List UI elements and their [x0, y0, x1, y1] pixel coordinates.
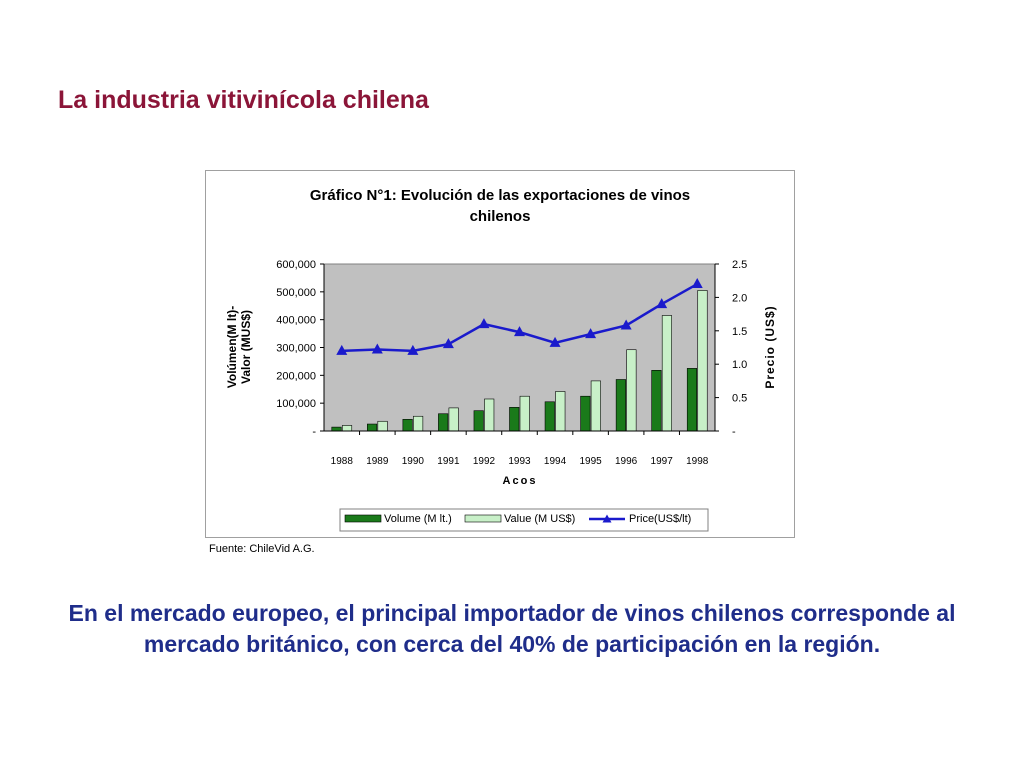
price-line-group: [336, 278, 703, 355]
bar-value-1989: [377, 420, 388, 432]
price-marker-1995: [585, 328, 597, 339]
price-marker-1993: [514, 326, 525, 337]
price-marker-1992: [478, 318, 490, 329]
legend-swatch-price-marker: [602, 514, 612, 523]
plot-area: [323, 263, 716, 432]
legend-label-value: Value (M US$): [504, 513, 575, 525]
bar-value-1997: [661, 315, 672, 432]
bar-volume-1994: [544, 401, 555, 432]
bar-value-1992: [484, 398, 495, 432]
x-tick-label-1997: 1997: [651, 456, 674, 467]
chart: Gráfico N°1: Evolución de las exportacio…: [225, 187, 777, 532]
right-tick-label: 1.5: [732, 326, 747, 338]
x-tick-label-1990: 1990: [402, 456, 425, 467]
price-marker-1997: [656, 298, 668, 309]
right-tick-label: 1.0: [732, 359, 747, 371]
x-tick-label-1998: 1998: [686, 456, 709, 467]
price-marker-1990: [407, 344, 419, 355]
left-axis-label-line-2: Valor (MUS$): [239, 310, 253, 384]
x-tick-label-1989: 1989: [366, 456, 389, 467]
legend-label-volume: Volume (M lt.): [384, 513, 452, 525]
x-tick-label-1992: 1992: [473, 456, 496, 467]
legend-box: [339, 508, 709, 532]
bar-value-1996: [626, 349, 637, 432]
source-note: Fuente: ChileVid A.G.: [209, 543, 315, 555]
bar-volume-1992: [473, 410, 484, 432]
chart-frame: Gráfico N°1: Evolución de las exportacio…: [205, 170, 795, 538]
bar-volume-1997: [651, 370, 662, 432]
left-tick-label: 300,000: [276, 343, 316, 355]
price-marker-1994: [549, 336, 561, 347]
bar-value-1995: [590, 380, 601, 432]
chart-title-line-2: chilenos: [470, 208, 531, 225]
bar-value-1994: [555, 391, 566, 432]
bar-value-1993: [519, 395, 530, 432]
x-tick-label-1993: 1993: [508, 456, 531, 467]
x-tick-labels: 1988 1989 1990 1991 1992 1993 1994 1995 1996 1997…: [331, 431, 709, 467]
x-tick-label-1991: 1991: [437, 456, 460, 467]
chart-title-line-1: Gráfico N°1: Evolución de las exportacio…: [310, 187, 690, 204]
left-tick-label: 500,000: [276, 287, 316, 299]
price-marker-1991: [442, 338, 454, 349]
bar-volume-1989: [367, 423, 378, 432]
x-tick-label-1995: 1995: [579, 456, 602, 467]
body-paragraph: En el mercado europeo, el principal impo…: [68, 600, 956, 657]
price-marker-1998: [691, 278, 703, 289]
right-tick-label: 2.0: [732, 292, 747, 304]
bar-value-1988: [341, 425, 353, 432]
price-marker-1996: [620, 319, 632, 330]
bar-value-1990: [413, 415, 424, 432]
bars-group: [331, 290, 708, 432]
right-tick-label: 2.5: [732, 259, 747, 271]
price-marker-1988: [336, 344, 348, 355]
x-tick-label-1988: 1988: [331, 456, 354, 467]
left-axis-label-line-1: Volúmen(M lt)-: [225, 306, 239, 388]
right-axis-label: Precio (US$): [763, 305, 777, 388]
legend-swatch-volume: [344, 514, 382, 523]
bar-volume-1988: [331, 426, 342, 432]
slide-title: La industria vitivinícola chilena: [58, 86, 429, 114]
x-tick-label-1996: 1996: [615, 456, 638, 467]
right-tick-label: -: [732, 426, 736, 438]
left-tick-labels: - 100,000 200,000 300,000 400,000 500,000 600,…: [276, 259, 324, 438]
x-axis-label: Acos: [503, 475, 538, 487]
legend-label-price: Price(US$/lt): [629, 513, 691, 525]
left-tick-label: 400,000: [276, 315, 316, 327]
legend: Volume (M lt.) Value (M US$) Price(US$/l…: [339, 508, 709, 532]
bar-volume-1991: [438, 413, 449, 432]
legend-swatch-value: [464, 514, 502, 523]
right-tick-label: 0.5: [732, 393, 747, 405]
bar-value-1991: [448, 407, 459, 432]
bar-volume-1993: [509, 407, 520, 432]
bar-volume-1995: [580, 395, 591, 432]
x-tick-label-1994: 1994: [544, 456, 567, 467]
left-tick-label: 100,000: [276, 398, 316, 410]
bar-volume-1990: [402, 419, 413, 432]
right-tick-labels: - 0.5 1.0 1.5 2.0 2.5: [715, 259, 747, 438]
left-tick-label: 200,000: [276, 370, 316, 382]
bar-volume-1996: [615, 379, 626, 432]
price-marker-1989: [371, 343, 383, 354]
bar-volume-1998: [686, 368, 698, 432]
bar-value-1998: [697, 290, 708, 432]
left-tick-label: 600,000: [276, 259, 316, 271]
left-tick-label: -: [312, 426, 316, 438]
